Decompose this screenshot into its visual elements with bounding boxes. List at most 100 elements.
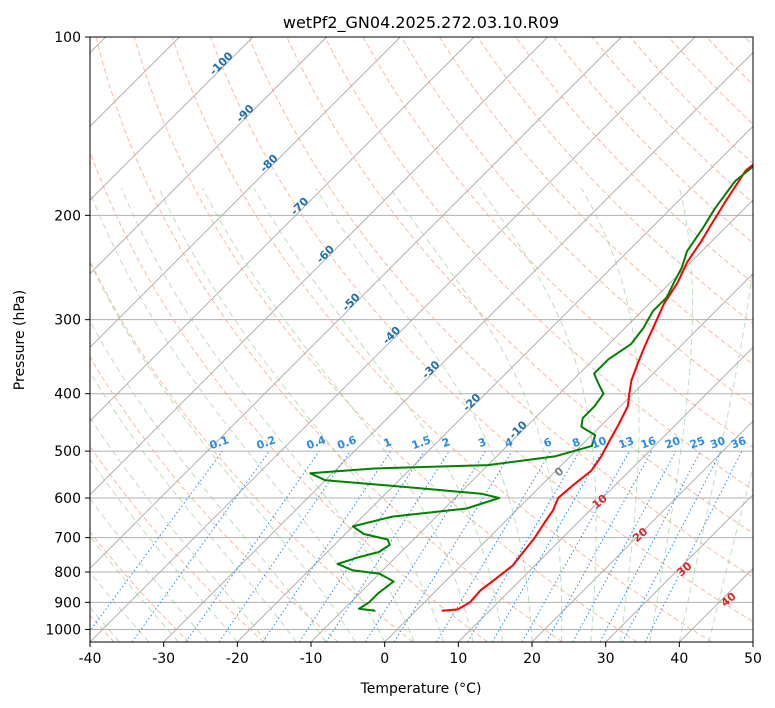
isotherm-line — [237, 125, 753, 642]
mixing-ratio-label: 16 — [639, 434, 658, 452]
moist-adiabat-line — [90, 370, 297, 642]
x-tick-label: -20 — [226, 651, 249, 667]
dry-adiabat-line — [438, 37, 753, 366]
isotherm-line — [90, 37, 401, 348]
isotherm-line — [679, 567, 753, 642]
mixing-ratio-label: 10 — [590, 434, 609, 452]
mixing-ratio-label: 4 — [503, 435, 515, 450]
mixing-ratio-line — [545, 450, 653, 642]
x-tick-label: 20 — [523, 651, 541, 667]
dewpoint-profile-line — [309, 165, 753, 612]
moist-adiabat-label: 40 — [719, 590, 739, 610]
mixing-ratio-label: 2 — [440, 435, 452, 450]
x-axis-label: Temperature (°C) — [360, 681, 482, 697]
moist-adiabat-line — [90, 416, 268, 642]
isotherm-label: -60 — [314, 242, 337, 265]
x-tick-label: -10 — [300, 651, 323, 667]
x-tick-label: 30 — [597, 651, 615, 667]
moist-adiabat-line — [90, 190, 386, 642]
dry-adiabat-line — [744, 37, 753, 47]
isotherm-line — [90, 37, 254, 201]
x-tick-label: 40 — [670, 651, 688, 667]
dry-adiabat-line — [591, 37, 753, 204]
isotherm-line — [605, 494, 753, 642]
temperature-profile-line — [441, 163, 753, 612]
mixing-ratio-line — [491, 450, 603, 642]
moist-adiabat-label: 10 — [590, 492, 610, 512]
background-lines — [90, 37, 753, 642]
isotherm-line — [163, 52, 753, 642]
moist-adiabat-line — [90, 535, 179, 642]
dry-adiabat-line — [90, 531, 190, 642]
mixing-ratio-label: 13 — [617, 434, 636, 451]
mixing-ratio-line — [131, 450, 270, 642]
isotherm-line — [90, 37, 548, 496]
mixing-ratio-label: 3 — [476, 435, 488, 450]
isotherm-label: -70 — [288, 195, 311, 218]
moist-adiabat-line — [202, 187, 474, 642]
moist-adiabat-line — [678, 264, 753, 642]
mixing-ratio-label: 0.6 — [336, 433, 359, 452]
dry-adiabat-line — [171, 37, 712, 642]
dry-adiabat-line — [90, 150, 488, 642]
y-tick-label: 800 — [54, 565, 81, 581]
line-labels: 0.1 0.2 0.4 0.6 1 1.5 2 3 4 6 8 10 13 16 20 25 30 36-100-… — [207, 49, 748, 609]
dry-adiabat-line — [133, 37, 638, 642]
y-tick-label: 500 — [54, 444, 81, 460]
mixing-ratio-line — [393, 450, 513, 642]
isotherm-line — [90, 37, 696, 642]
mixing-ratio-line — [364, 450, 486, 642]
mixing-ratio-label: 6 — [542, 435, 554, 450]
moist-adiabat-line — [708, 465, 753, 642]
series-lines — [309, 163, 753, 612]
dry-adiabat-line — [324, 37, 753, 491]
moist-adiabat-label: 30 — [674, 559, 694, 579]
mixing-ratio-line — [218, 450, 351, 642]
y-axis: 100 200 300 400 500 600 700 800 900 1000 — [45, 30, 90, 638]
dry-adiabat-line — [248, 37, 753, 578]
isotherm-label: -90 — [233, 102, 256, 125]
y-tick-label: 1000 — [45, 622, 81, 638]
dry-adiabat-line — [668, 37, 753, 125]
dry-adiabat-line — [400, 37, 753, 407]
plot-frame — [89, 36, 754, 643]
isotherm-line — [458, 346, 753, 642]
y-tick-label: 600 — [54, 491, 81, 507]
x-tick-label: 10 — [449, 651, 467, 667]
moist-adiabat-line — [389, 187, 563, 642]
dry-adiabat-line — [362, 37, 753, 449]
moist-adiabat-line — [90, 458, 238, 642]
mixing-ratio-label: 1.5 — [410, 433, 433, 452]
x-tick-label: -40 — [79, 651, 102, 667]
dry-adiabat-line — [553, 37, 753, 244]
mixing-ratio-label: 0.2 — [255, 433, 278, 452]
moist-adiabat-label: 0 — [552, 464, 566, 479]
mixing-ratio-label: 0.1 — [208, 433, 231, 452]
y-tick-label: 200 — [54, 208, 81, 224]
dry-adiabat-line — [515, 37, 753, 284]
mixing-ratio-label: 36 — [729, 434, 748, 452]
mixing-ratio-line — [599, 450, 701, 642]
isotherm-line — [90, 37, 622, 569]
isotherm-label: -80 — [257, 152, 280, 175]
isotherm-line — [531, 420, 753, 642]
x-axis: -40 -30 -20 -10 0 10 20 30 40 50 — [79, 642, 762, 667]
moist-adiabat-line — [120, 188, 415, 642]
moist-adiabat-line — [649, 188, 694, 642]
moist-adiabat-line — [158, 187, 445, 642]
mixing-ratio-line — [467, 450, 580, 642]
y-tick-label: 400 — [54, 387, 81, 403]
mixing-ratio-line — [185, 450, 320, 642]
moist-adiabat-line — [253, 187, 503, 642]
mixing-ratio-line — [298, 450, 425, 642]
dry-adiabat-line — [95, 37, 563, 642]
moist-adiabat-line — [90, 497, 209, 642]
mixing-ratio-line — [572, 450, 677, 642]
isotherm-label: -40 — [380, 324, 403, 347]
mixing-ratio-line — [325, 450, 450, 642]
x-tick-label: 0 — [380, 651, 389, 667]
mixing-ratio-label: 25 — [688, 434, 707, 451]
moist-adiabat-line — [90, 320, 327, 642]
mixing-ratio-label: 20 — [663, 434, 682, 452]
